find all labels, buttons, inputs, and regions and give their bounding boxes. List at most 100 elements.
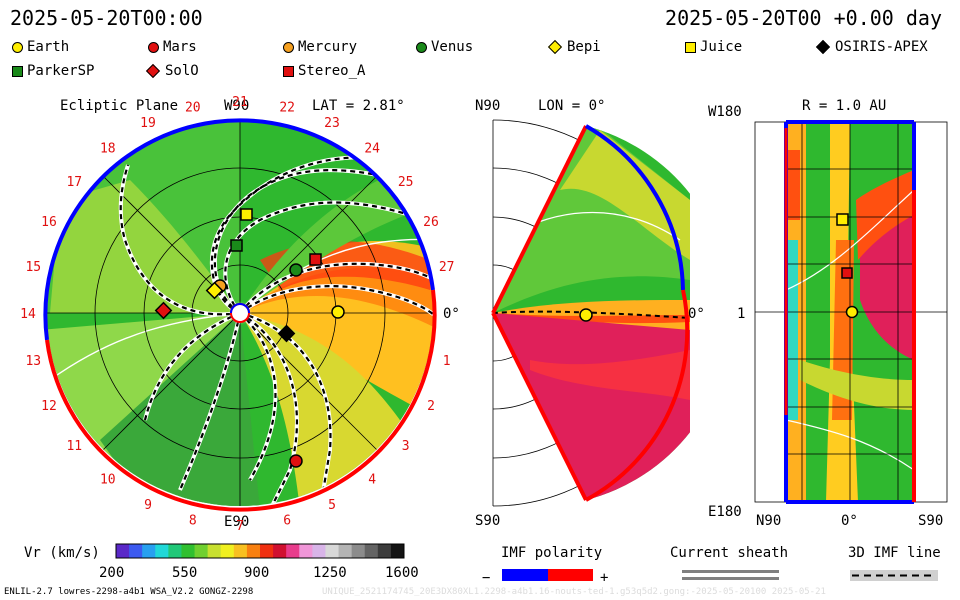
rect-juice-marker bbox=[836, 213, 849, 226]
w90-label: W90 bbox=[224, 98, 249, 114]
colorbar-bin bbox=[351, 544, 366, 558]
colorbar-bin bbox=[325, 544, 340, 558]
stereo-a-marker bbox=[309, 253, 322, 266]
ecliptic-0deg-label: 0° bbox=[443, 306, 460, 322]
radius-label: R = 1.0 AU bbox=[802, 98, 886, 114]
imf-negative-swatch bbox=[502, 569, 548, 581]
carrington-label-23: 23 bbox=[324, 116, 340, 131]
stereo-a-marker-icon bbox=[283, 65, 294, 77]
colorbar-bin bbox=[246, 544, 261, 558]
solo-marker bbox=[154, 301, 173, 320]
carrington-label-24: 24 bbox=[364, 141, 380, 156]
carrington-label-5: 5 bbox=[328, 498, 336, 513]
rect-stereo-a-marker bbox=[841, 267, 853, 279]
current-sheath-key: Current sheath bbox=[670, 545, 788, 580]
colorbar-bin bbox=[233, 544, 248, 558]
legend-osiris-apex: OSIRIS-APEX bbox=[815, 39, 928, 55]
parkersp-marker-icon bbox=[12, 65, 23, 77]
carrington-label-1: 1 bbox=[443, 354, 451, 369]
imf-line-label: 3D IMF line bbox=[848, 545, 941, 561]
carrington-label-13: 13 bbox=[25, 354, 41, 369]
carrington-label-8: 8 bbox=[189, 514, 197, 529]
osiris-apex-marker bbox=[277, 324, 296, 343]
imf-minus-label: − bbox=[482, 570, 490, 586]
earth-marker bbox=[331, 305, 345, 319]
mercury-marker-icon bbox=[283, 41, 294, 53]
lon-label: LON = 0° bbox=[538, 98, 605, 114]
model-info: ENLIL-2.7 lowres-2298-a4b1 WSA_V2.2 GONG… bbox=[4, 587, 254, 597]
parkersp-marker bbox=[230, 239, 243, 252]
colorbar-bin bbox=[168, 544, 182, 558]
imf-line-key: 3D IMF line bbox=[848, 545, 941, 581]
s90-x-label: S90 bbox=[918, 513, 943, 529]
carrington-label-17: 17 bbox=[66, 175, 82, 190]
colorbar-tick-550: 550 bbox=[172, 565, 197, 581]
meridional-earth-marker bbox=[579, 308, 593, 322]
carrington-label-19: 19 bbox=[140, 116, 156, 131]
legend-mars: Mars bbox=[148, 39, 197, 55]
carrington-label-14: 14 bbox=[20, 307, 36, 322]
earth-marker-icon bbox=[12, 41, 23, 53]
colorbar-bin bbox=[286, 544, 300, 558]
carrington-label-2: 2 bbox=[427, 399, 435, 414]
mars-marker-icon bbox=[148, 41, 159, 53]
carrington-label-27: 27 bbox=[439, 260, 455, 275]
legend-solo: SolO bbox=[145, 63, 199, 79]
imf-plus-label: + bbox=[600, 570, 608, 586]
legend-juice: Juice bbox=[685, 39, 742, 55]
sim-time: 2025-05-20T00:00 bbox=[10, 6, 203, 30]
carrington-label-22: 22 bbox=[279, 100, 295, 115]
juice-marker-icon bbox=[685, 41, 696, 53]
run-id: UNIQUE_2521174745_20E3DX80XL1.2298-a4b1.… bbox=[322, 587, 826, 597]
colorbar-bin bbox=[207, 544, 222, 558]
carrington-label-15: 15 bbox=[25, 260, 41, 275]
colorbar-bin bbox=[142, 544, 156, 558]
imf-positive-swatch bbox=[548, 569, 593, 581]
carrington-label-7: 7 bbox=[236, 519, 244, 534]
w180-label: W180 bbox=[708, 104, 742, 120]
colorbar-bin bbox=[181, 544, 196, 558]
colorbar-bin bbox=[116, 544, 130, 558]
zero-x-label: 0° bbox=[841, 513, 858, 529]
venus-marker bbox=[289, 263, 303, 277]
colorbar-tick-1600: 1600 bbox=[385, 565, 419, 581]
colorbar-label: Vr (km/s) bbox=[24, 545, 100, 561]
imf-polarity-label: IMF polarity bbox=[501, 545, 602, 561]
carrington-label-3: 3 bbox=[402, 439, 410, 454]
carrington-label-12: 12 bbox=[41, 399, 57, 414]
legend-earth: Earth bbox=[12, 39, 69, 55]
carrington-label-25: 25 bbox=[398, 175, 414, 190]
mars-marker bbox=[289, 454, 303, 468]
carrington-label-18: 18 bbox=[100, 141, 116, 156]
carrington-label-6: 6 bbox=[283, 514, 291, 529]
colorbar-bin bbox=[155, 544, 169, 558]
ecliptic-speed-map bbox=[47, 120, 433, 506]
colorbar-bin bbox=[273, 544, 287, 558]
n90-x-label: N90 bbox=[756, 513, 781, 529]
e180-label: E180 bbox=[708, 504, 742, 520]
elapsed-time: 2025-05-20T00 +0.00 day bbox=[665, 6, 942, 30]
colorbar-bin bbox=[312, 544, 326, 558]
colorbar-bin bbox=[194, 544, 209, 558]
legend-parkersp: ParkerSP bbox=[12, 63, 94, 79]
lat-label: LAT = 2.81° bbox=[312, 98, 405, 114]
carrington-label-21: 21 bbox=[232, 95, 248, 110]
colorbar-bin bbox=[377, 544, 392, 558]
colorbar-tick-900: 900 bbox=[244, 565, 269, 581]
colorbar-bin bbox=[364, 544, 379, 558]
colorbar-tick-200: 200 bbox=[99, 565, 124, 581]
bepi-marker bbox=[205, 281, 224, 300]
carrington-label-9: 9 bbox=[144, 498, 152, 513]
rect-earth-marker bbox=[845, 305, 859, 319]
imf-polarity-key: IMF polarity − + bbox=[482, 545, 608, 586]
carrington-label-16: 16 bbox=[41, 215, 57, 230]
e90-label: E90 bbox=[224, 514, 249, 530]
venus-marker-icon bbox=[416, 41, 427, 53]
colorbar-bins bbox=[116, 544, 405, 558]
colorbar: Vr (km/s) 200 550 900 1250 1600 bbox=[24, 543, 419, 581]
colorbar-bin bbox=[220, 544, 235, 558]
n90-label: N90 bbox=[475, 98, 500, 114]
carrington-label-4: 4 bbox=[368, 473, 376, 488]
